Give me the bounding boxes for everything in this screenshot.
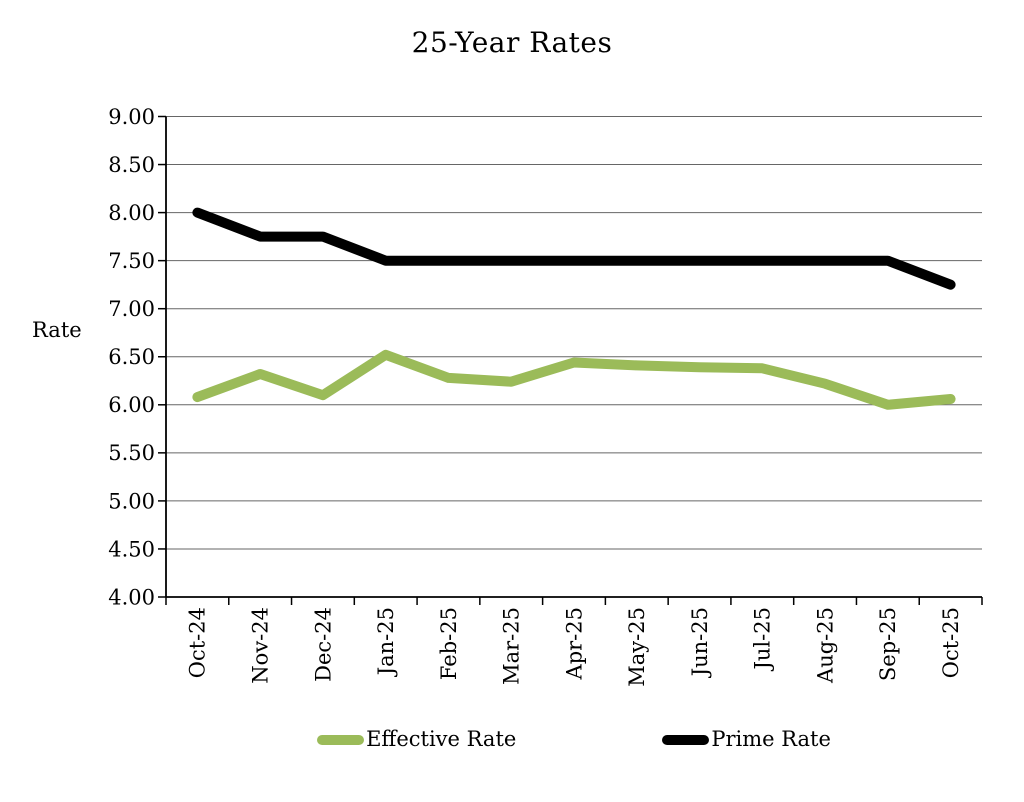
y-axis-title: Rate <box>32 318 82 342</box>
y-tick-label: 6.00 <box>108 393 155 417</box>
y-tick-label: 8.00 <box>108 201 155 225</box>
legend-item-prime-rate: Prime Rate <box>662 727 831 752</box>
x-tick-label: Mar-25 <box>500 607 524 685</box>
x-tick-label: Jun-25 <box>688 607 712 678</box>
y-tick-label: 4.50 <box>108 537 155 561</box>
y-tick-label: 6.50 <box>108 345 155 369</box>
effective-rate-swatch <box>317 735 365 745</box>
y-tick-label: 7.00 <box>108 297 155 321</box>
x-tick-label: Nov-24 <box>249 607 273 684</box>
y-tick-label: 8.50 <box>108 153 155 177</box>
legend-item-effective-rate: Effective Rate <box>317 727 516 752</box>
x-tick-label: Apr-25 <box>562 607 586 680</box>
legend: Effective Rate Prime Rate <box>166 725 982 755</box>
x-tick-label: Oct-24 <box>186 607 210 678</box>
prime-rate-swatch <box>662 735 710 745</box>
x-tick-label: Jul-25 <box>751 607 775 671</box>
y-tick-label: 9.00 <box>108 105 155 129</box>
x-tick-label: May-25 <box>625 607 649 687</box>
x-tick-label: Aug-25 <box>813 607 837 684</box>
y-tick-label: 4.00 <box>108 585 155 609</box>
x-tick-label: Oct-25 <box>939 607 963 678</box>
series-line-effective-rate <box>192 349 956 410</box>
series-line-prime-rate <box>192 207 956 290</box>
y-tick-label: 7.50 <box>108 249 155 273</box>
x-tick-label: Dec-24 <box>311 607 335 682</box>
effective-rate-legend-label: Effective Rate <box>366 727 517 752</box>
x-tick-label: Feb-25 <box>437 607 461 680</box>
chart-title: 25-Year Rates <box>411 26 613 59</box>
y-tick-label: 5.00 <box>108 489 155 513</box>
y-tick-label: 5.50 <box>108 441 155 465</box>
prime-rate-legend-label: Prime Rate <box>711 727 831 752</box>
x-tick-label: Jan-25 <box>374 607 398 677</box>
x-tick-label: Sep-25 <box>876 607 900 681</box>
